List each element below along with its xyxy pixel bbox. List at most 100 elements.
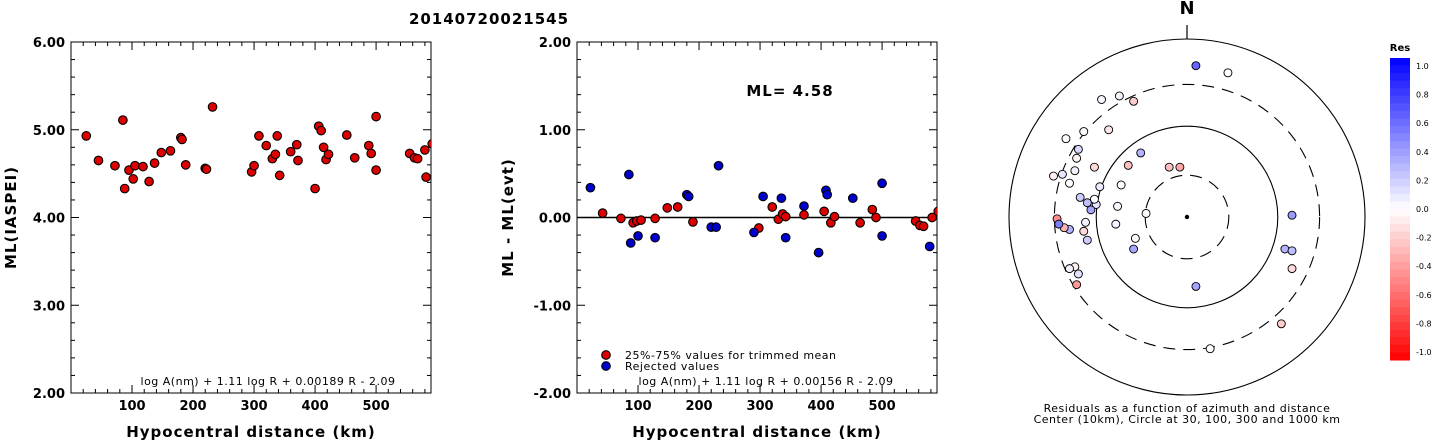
station-point (1123, 160, 1133, 170)
data-point (285, 146, 296, 157)
colorbar-segment (1390, 352, 1410, 361)
data-point (776, 193, 787, 204)
legend-marker (601, 350, 611, 360)
data-point (683, 191, 694, 202)
data-point (371, 111, 381, 122)
y-tick-label: -1.00 (534, 299, 571, 314)
station-point (1057, 169, 1067, 179)
data-point (363, 140, 374, 151)
colorbar-segment (1390, 95, 1410, 104)
station-point (1054, 219, 1064, 229)
colorbar-segment (1390, 186, 1410, 195)
x-tick-label: 500 (869, 399, 896, 414)
station-point (1075, 192, 1085, 202)
data-point (597, 208, 608, 218)
station-point (1287, 246, 1297, 256)
y-tick-label: -2.00 (534, 387, 571, 402)
data-point (625, 238, 636, 248)
data-point (829, 211, 840, 222)
data-points (81, 102, 431, 194)
data-point (310, 183, 320, 194)
colorbar-segment (1390, 269, 1410, 278)
x-tick-label: 200 (179, 399, 206, 414)
colorbar-label: -0.8 (1416, 319, 1432, 328)
station-point (1276, 319, 1286, 329)
colorbar-segment (1390, 125, 1410, 134)
data-point (847, 193, 858, 204)
data-point (272, 131, 283, 141)
data-point (927, 212, 937, 223)
station-point (1065, 178, 1074, 188)
data-point (207, 102, 218, 112)
colorbar-segment (1390, 80, 1410, 89)
data-point (662, 202, 673, 213)
station-point (1136, 148, 1146, 158)
colorbar-label: -0.4 (1416, 262, 1432, 271)
station-point (1164, 162, 1174, 172)
data-point (420, 145, 430, 155)
data-point (758, 191, 768, 202)
data-point (371, 165, 381, 175)
x-tick-label: 200 (685, 399, 712, 414)
colorbar-label: -1.0 (1416, 348, 1432, 357)
data-point (585, 182, 596, 193)
data-point (924, 241, 935, 252)
legend-label: Rejected values (625, 360, 720, 373)
station-point (1073, 144, 1083, 154)
colorbar-label: 1.0 (1416, 62, 1429, 71)
colorbar-segment (1390, 239, 1410, 248)
station-point (1089, 194, 1099, 204)
data-point (780, 232, 791, 243)
north-label: N (1179, 0, 1194, 19)
colorbar-segment (1390, 299, 1410, 308)
colorbar-segment (1390, 284, 1410, 293)
data-point (871, 212, 881, 223)
y-tick-label: 6.00 (33, 36, 65, 51)
data-point (130, 160, 140, 171)
station-point (1113, 201, 1123, 211)
colorbar-segment (1390, 231, 1410, 240)
polar-caption: Residuals as a function of azimuth and d… (1044, 402, 1331, 415)
data-point (799, 201, 809, 211)
plot-frame (70, 41, 432, 394)
data-point (819, 206, 829, 217)
y-tick-label: 1.00 (539, 124, 571, 139)
colorbar-segment (1390, 156, 1410, 165)
station-point (1072, 280, 1082, 290)
data-point (81, 131, 92, 141)
station-point (1072, 153, 1082, 163)
x-tick-label: 300 (240, 399, 267, 414)
data-point (254, 131, 264, 141)
colorbar-title: Res (1390, 43, 1410, 54)
colorbar-segment (1390, 246, 1410, 255)
panel-residual-vs-distance: 100 200 300 400 500 -2.00 -1.00 0.00 1.00 2.00 Hyp… (499, 36, 938, 441)
colorbar-label: 0.8 (1416, 91, 1429, 100)
data-point (867, 204, 878, 215)
y-tick-label: 4.00 (33, 212, 65, 227)
x-tick-label: 400 (807, 399, 834, 414)
x-tick-label: 100 (118, 399, 145, 414)
station-point (1049, 171, 1058, 181)
data-point (636, 215, 646, 225)
data-point (799, 210, 809, 220)
station-point (1223, 68, 1233, 78)
data-point (341, 130, 352, 140)
y-tick-label: 0.00 (539, 212, 571, 227)
colorbar-segment (1390, 58, 1410, 67)
x-tick-label: 100 (624, 399, 651, 414)
ml-annotation: ML= 4.58 (746, 82, 833, 100)
distance-ring (1095, 125, 1279, 309)
x-axis-label: Hypocentral distance (km) (126, 423, 376, 441)
station-point (1065, 264, 1074, 274)
data-point (93, 155, 104, 166)
station-point (1079, 127, 1089, 137)
station-point (1116, 180, 1126, 190)
colorbar-label: 0.6 (1416, 119, 1429, 128)
data-point (144, 176, 154, 187)
y-axis-label: ML - ML(evt) (499, 158, 517, 276)
y-tick-label: 2.00 (33, 387, 65, 402)
data-point (366, 148, 377, 159)
station-point (1082, 198, 1092, 208)
y-tick-label: 5.00 (33, 124, 65, 139)
